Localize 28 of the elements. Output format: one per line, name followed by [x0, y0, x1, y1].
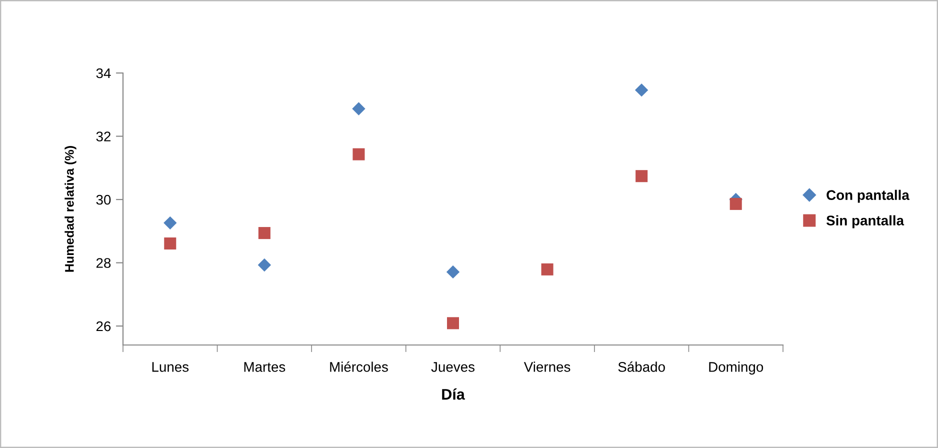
x-tick-label: Domingo: [709, 362, 764, 375]
x-tick-label: Lunes: [152, 362, 189, 372]
y-tick-label: 34: [96, 68, 111, 78]
point: [636, 170, 648, 182]
x-tick-label: Sábado: [618, 362, 665, 372]
point: [352, 102, 366, 116]
x-tick-label: Martes: [244, 362, 286, 372]
x-tick-label: Miércoles: [330, 362, 388, 372]
point: [446, 317, 460, 330]
point: [730, 198, 742, 210]
legend-label: Con pantalla: [826, 190, 910, 203]
y-tick-label: 30: [96, 194, 111, 205]
point: [258, 258, 272, 272]
y-tick-label: 28: [96, 258, 111, 268]
point: [541, 263, 554, 276]
point: [164, 216, 177, 230]
y-tick-label: 32: [96, 132, 110, 142]
point: [352, 148, 365, 160]
point: [446, 265, 460, 279]
x-axis-title: Día: [442, 388, 465, 400]
y-tick-label: 26: [96, 321, 111, 332]
y-axis-title: Humedad relativa (%): [64, 146, 76, 272]
point: [258, 227, 270, 240]
x-tick-label: Viernes: [524, 362, 570, 372]
x-tick-label: Jueves: [431, 362, 475, 372]
legend-label: Sin pantalla: [826, 215, 904, 228]
point: [164, 237, 176, 250]
point: [634, 83, 648, 97]
